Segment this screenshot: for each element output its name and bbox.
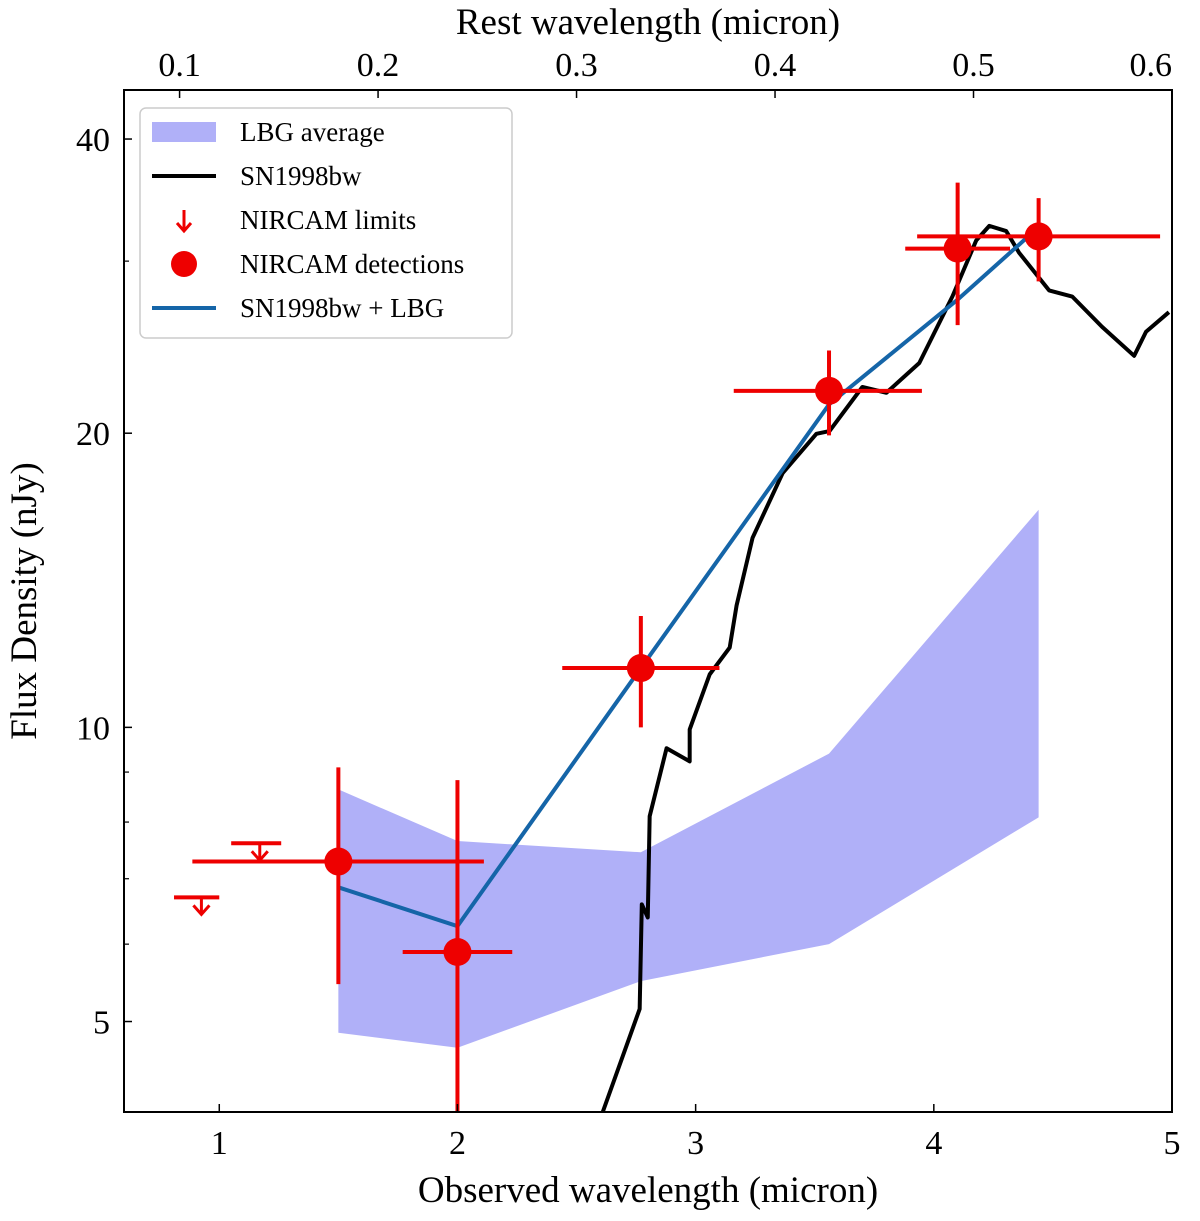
detection-point-4 [943,234,972,263]
detection-point-1 [443,938,472,967]
plot-frame [123,89,1173,1113]
legend-label-2: NIRCAM limits [240,205,416,235]
legend-label-4: SN1998bw + LBG [240,293,444,323]
x-tick-label-1: 1 [211,1125,228,1162]
model-line-layer [337,225,1040,929]
detection-point-0 [324,847,353,876]
x-tick-label-4: 4 [925,1125,942,1162]
legend-label-0: LBG average [240,117,385,147]
legend-box [139,107,513,339]
top-x-axis-label: Rest wavelength (micron) [456,2,840,43]
top-x-tick-label-0.4: 0.4 [754,47,797,84]
limit-arrow-head-0 [192,904,211,917]
lbg-average-band-layer [338,509,1039,1048]
y-tick-label-5: 5 [93,1005,110,1042]
y-tick-label-20: 20 [76,416,110,453]
top-x-tick-label-0.2: 0.2 [357,47,400,84]
detection-point-2 [626,654,655,683]
lbg-average-band [338,509,1039,1048]
top-x-tick-label-0.5: 0.5 [952,47,995,84]
limit-arrow-head-1 [250,850,269,863]
legend-label-1: SN1998bw [240,161,362,191]
legend-label-3: NIRCAM detections [240,249,464,279]
x-tick-label-3: 3 [687,1125,704,1162]
top-x-tick-label-0.1: 0.1 [158,47,201,84]
legend: LBG average SN1998bw NIRCAM limits NIRCAM d… [139,107,513,339]
sn1998bw-plus-lbg-line [337,225,1040,929]
legend-detection-marker [171,251,197,277]
y-tick-label-10: 10 [76,710,110,747]
legend-limit-arrow-head [175,222,193,234]
x-tick-label-5: 5 [1164,1125,1181,1162]
detection-point-5 [1024,222,1053,251]
legend-lbg-patch [152,122,216,142]
y-axis-label: Flux Density (nJy) [4,462,45,740]
top-x-tick-label-0.6: 0.6 [1130,47,1173,84]
detection-point-3 [815,376,844,405]
top-x-tick-label-0.3: 0.3 [555,47,598,84]
axes-ticks-layer: 1 2 3 4 5 5 10 20 40 0.1 0.2 0.3 0.4 0.5 0.6 [76,47,1181,1162]
x-axis-label: Observed wavelength (micron) [418,1170,878,1211]
y-tick-label-40: 40 [76,122,110,159]
nircam-points-layer [174,182,1161,1112]
x-tick-label-2: 2 [449,1125,466,1162]
